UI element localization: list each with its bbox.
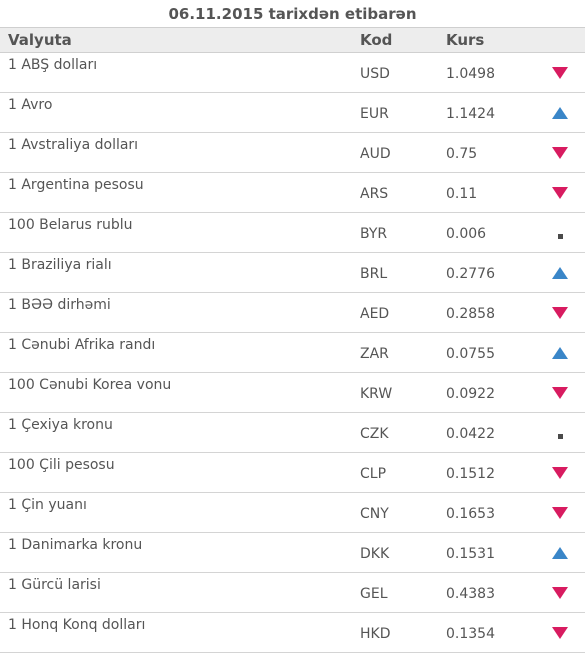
column-header-rate: Kurs bbox=[440, 28, 535, 53]
currency-code: GEL bbox=[352, 572, 440, 613]
currency-name: 1 ABŞ dolları bbox=[0, 52, 352, 93]
currency-name: 1 Çexiya kronu bbox=[0, 412, 352, 453]
currency-name: 1 Argentina pesosu bbox=[0, 172, 352, 213]
currency-code: CZK bbox=[352, 412, 440, 453]
trend-down-icon bbox=[552, 387, 568, 399]
column-header-trend bbox=[535, 28, 585, 53]
rates-table-body: 1 ABŞ dolları USD 1.0498 1 Avro EUR 1.1424 1 A… bbox=[0, 52, 585, 653]
trend-down-icon bbox=[552, 587, 568, 599]
table-row: 100 Çili pesosu CLP 0.1512 bbox=[0, 452, 585, 493]
currency-code: EUR bbox=[352, 92, 440, 133]
exchange-rate: 0.4383 bbox=[440, 572, 535, 613]
table-row: 1 Honq Konq dolları HKD 0.1354 bbox=[0, 612, 585, 653]
trend-cell bbox=[535, 52, 585, 93]
table-row: 1 Çin yuanı CNY 0.1653 bbox=[0, 492, 585, 533]
trend-cell bbox=[535, 492, 585, 533]
exchange-rate: 0.1531 bbox=[440, 532, 535, 573]
currency-code: AED bbox=[352, 292, 440, 333]
trend-down-icon bbox=[552, 187, 568, 199]
trend-up-icon bbox=[552, 347, 568, 359]
currency-code: DKK bbox=[352, 532, 440, 573]
table-row: 1 Danimarka kronu DKK 0.1531 bbox=[0, 532, 585, 573]
trend-cell bbox=[535, 132, 585, 173]
currency-code: CNY bbox=[352, 492, 440, 533]
exchange-rate: 0.2858 bbox=[440, 292, 535, 333]
currency-name: 1 BƏƏ dirhəmi bbox=[0, 292, 352, 333]
trend-cell bbox=[535, 332, 585, 373]
trend-down-icon bbox=[552, 147, 568, 159]
table-row: 1 ABŞ dolları USD 1.0498 bbox=[0, 52, 585, 93]
currency-name: 1 Honq Konq dolları bbox=[0, 612, 352, 653]
table-row: 1 BƏƏ dirhəmi AED 0.2858 bbox=[0, 292, 585, 333]
trend-cell bbox=[535, 532, 585, 573]
exchange-rate: 0.11 bbox=[440, 172, 535, 213]
table-row: 100 Belarus rublu BYR 0.006 bbox=[0, 212, 585, 253]
currency-code: USD bbox=[352, 52, 440, 93]
column-header-currency: Valyuta bbox=[0, 28, 352, 53]
exchange-rate: 0.1354 bbox=[440, 612, 535, 653]
currency-code: HKD bbox=[352, 612, 440, 653]
trend-unchanged-icon bbox=[557, 234, 563, 239]
trend-down-icon bbox=[552, 467, 568, 479]
trend-down-icon bbox=[552, 627, 568, 639]
trend-cell bbox=[535, 452, 585, 493]
rates-date-caption: 06.11.2015 tarixdən etibarən bbox=[0, 0, 585, 28]
trend-cell bbox=[535, 92, 585, 133]
trend-up-icon bbox=[552, 267, 568, 279]
exchange-rate: 0.2776 bbox=[440, 252, 535, 293]
trend-down-icon bbox=[552, 507, 568, 519]
currency-code: KRW bbox=[352, 372, 440, 413]
exchange-rate: 0.006 bbox=[440, 212, 535, 253]
exchange-rate: 1.1424 bbox=[440, 92, 535, 133]
exchange-rate: 0.1653 bbox=[440, 492, 535, 533]
table-row: 1 Avro EUR 1.1424 bbox=[0, 92, 585, 133]
currency-name: 100 Cənubi Korea vonu bbox=[0, 372, 352, 413]
currency-name: 1 Avstraliya dolları bbox=[0, 132, 352, 173]
trend-down-icon bbox=[552, 67, 568, 79]
exchange-rate: 0.1512 bbox=[440, 452, 535, 493]
currency-code: CLP bbox=[352, 452, 440, 493]
trend-cell bbox=[535, 612, 585, 653]
currency-code: AUD bbox=[352, 132, 440, 173]
currency-code: ZAR bbox=[352, 332, 440, 373]
table-row: 1 Argentina pesosu ARS 0.11 bbox=[0, 172, 585, 213]
exchange-rate: 0.0922 bbox=[440, 372, 535, 413]
table-header-row: Valyuta Kod Kurs bbox=[0, 28, 585, 53]
table-row: 100 Cənubi Korea vonu KRW 0.0922 bbox=[0, 372, 585, 413]
currency-name: 1 Danimarka kronu bbox=[0, 532, 352, 573]
table-row: 1 Çexiya kronu CZK 0.0422 bbox=[0, 412, 585, 453]
trend-up-icon bbox=[552, 547, 568, 559]
trend-cell bbox=[535, 572, 585, 613]
trend-cell bbox=[535, 252, 585, 293]
currency-name: 1 Braziliya rialı bbox=[0, 252, 352, 293]
exchange-rate: 0.75 bbox=[440, 132, 535, 173]
currency-name: 100 Çili pesosu bbox=[0, 452, 352, 493]
trend-up-icon bbox=[552, 107, 568, 119]
currency-name: 1 Cənubi Afrika randı bbox=[0, 332, 352, 373]
currency-code: BRL bbox=[352, 252, 440, 293]
table-row: 1 Cənubi Afrika randı ZAR 0.0755 bbox=[0, 332, 585, 373]
table-row: 1 Braziliya rialı BRL 0.2776 bbox=[0, 252, 585, 293]
trend-cell bbox=[535, 412, 585, 453]
trend-cell bbox=[535, 172, 585, 213]
exchange-rate: 1.0498 bbox=[440, 52, 535, 93]
currency-name: 100 Belarus rublu bbox=[0, 212, 352, 253]
currency-name: 1 Çin yuanı bbox=[0, 492, 352, 533]
exchange-rate: 0.0422 bbox=[440, 412, 535, 453]
trend-cell bbox=[535, 372, 585, 413]
table-row: 1 Gürcü larisi GEL 0.4383 bbox=[0, 572, 585, 613]
trend-unchanged-icon bbox=[557, 434, 563, 439]
currency-code: ARS bbox=[352, 172, 440, 213]
table-row: 1 Avstraliya dolları AUD 0.75 bbox=[0, 132, 585, 173]
exchange-rates-table: Valyuta Kod Kurs 1 ABŞ dolları USD 1.0498 1… bbox=[0, 28, 585, 653]
column-header-code: Kod bbox=[352, 28, 440, 53]
currency-name: 1 Avro bbox=[0, 92, 352, 133]
trend-down-icon bbox=[552, 307, 568, 319]
currency-name: 1 Gürcü larisi bbox=[0, 572, 352, 613]
trend-cell bbox=[535, 292, 585, 333]
currency-code: BYR bbox=[352, 212, 440, 253]
trend-cell bbox=[535, 212, 585, 253]
exchange-rate: 0.0755 bbox=[440, 332, 535, 373]
